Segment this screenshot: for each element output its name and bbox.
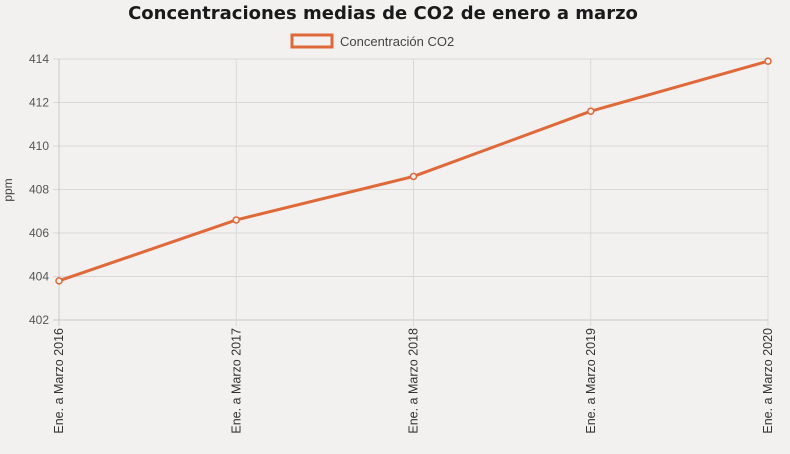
x-tick-label: Ene. a Marzo 2017 <box>229 328 243 434</box>
data-point[interactable] <box>587 107 595 115</box>
x-axis-ticks: Ene. a Marzo 2016 Ene. a Marzo 2017 Ene. a… <box>52 328 775 434</box>
legend[interactable]: Concentración CO2 <box>290 33 454 49</box>
data-series <box>55 57 772 285</box>
y-axis-ticks: 402 404 406 408 410 412 414 <box>29 52 49 327</box>
data-point[interactable] <box>55 277 63 285</box>
chart-title: Concentraciones medias de CO2 de enero a… <box>128 3 638 24</box>
y-tick-label: 404 <box>29 270 49 284</box>
y-tick-label: 410 <box>29 139 49 153</box>
x-tick-label: Ene. a Marzo 2020 <box>761 328 775 434</box>
grid <box>53 58 769 326</box>
data-point[interactable] <box>409 172 418 181</box>
data-point[interactable] <box>764 57 772 65</box>
y-tick-label: 402 <box>29 313 49 327</box>
data-point[interactable] <box>232 216 240 224</box>
x-tick-label: Ene. a Marzo 2018 <box>407 328 421 434</box>
x-tick-label: Ene. a Marzo 2019 <box>584 328 598 434</box>
legend-label: Concentración CO2 <box>340 34 454 49</box>
y-tick-label: 414 <box>29 52 49 66</box>
x-tick-label: Ene. a Marzo 2016 <box>52 328 66 434</box>
y-tick-label: 412 <box>29 96 49 110</box>
y-tick-label: 408 <box>29 183 49 197</box>
legend-swatch <box>290 33 334 49</box>
y-axis-label: ppm <box>1 178 15 201</box>
y-tick-label: 406 <box>29 226 49 240</box>
